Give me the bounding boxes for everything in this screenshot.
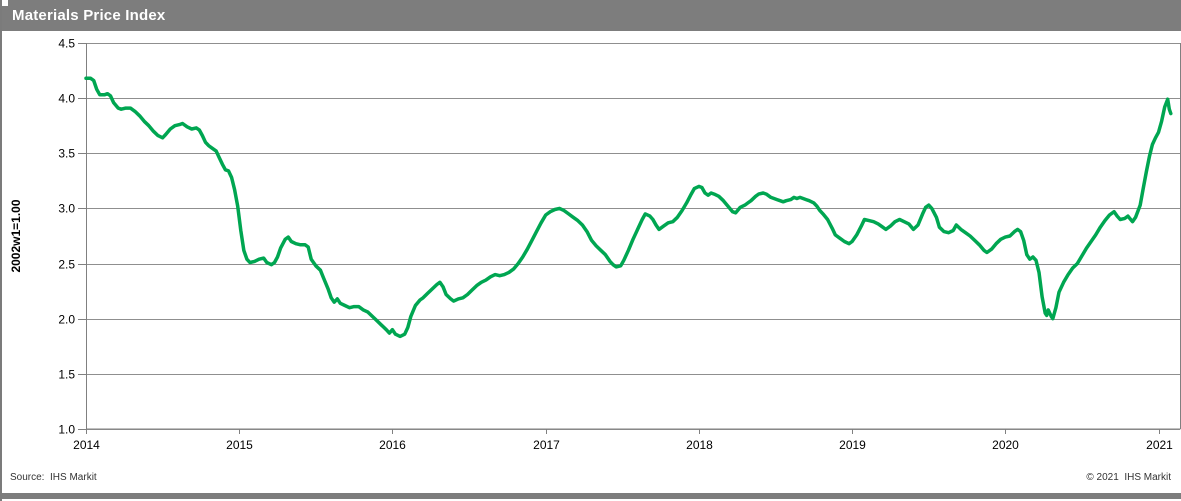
x-tick-label: 2021 [1146,438,1173,452]
x-tick-label: 2020 [992,438,1019,452]
mpi-line-series [84,76,1173,339]
x-tick-label: 2015 [226,438,253,452]
x-tick-label: 2019 [839,438,866,452]
source-note: Source: IHS Markit [10,472,97,483]
x-tick-label: 2016 [379,438,406,452]
y-tick-label: 1.5 [58,368,75,382]
footer-bar [2,493,1181,499]
x-tick-label: 2014 [73,438,100,452]
copyright-note: © 2021 IHS Markit [1086,472,1171,483]
y-tick-label: 2.5 [58,258,75,272]
chart-title-bar: Materials Price Index [2,0,1181,31]
y-tick-label: 3.0 [58,202,75,216]
y-tick-label: 2.0 [58,313,75,327]
chart-title: Materials Price Index [12,7,166,24]
y-tick-label: 1.0 [58,423,75,437]
y-tick-label: 4.0 [58,92,75,106]
x-tick-label: 2018 [686,438,713,452]
x-tick-label: 2017 [533,438,560,452]
y-tick-label: 3.5 [58,147,75,161]
y-tick-label: 4.5 [58,37,75,51]
window-corner [2,0,8,6]
